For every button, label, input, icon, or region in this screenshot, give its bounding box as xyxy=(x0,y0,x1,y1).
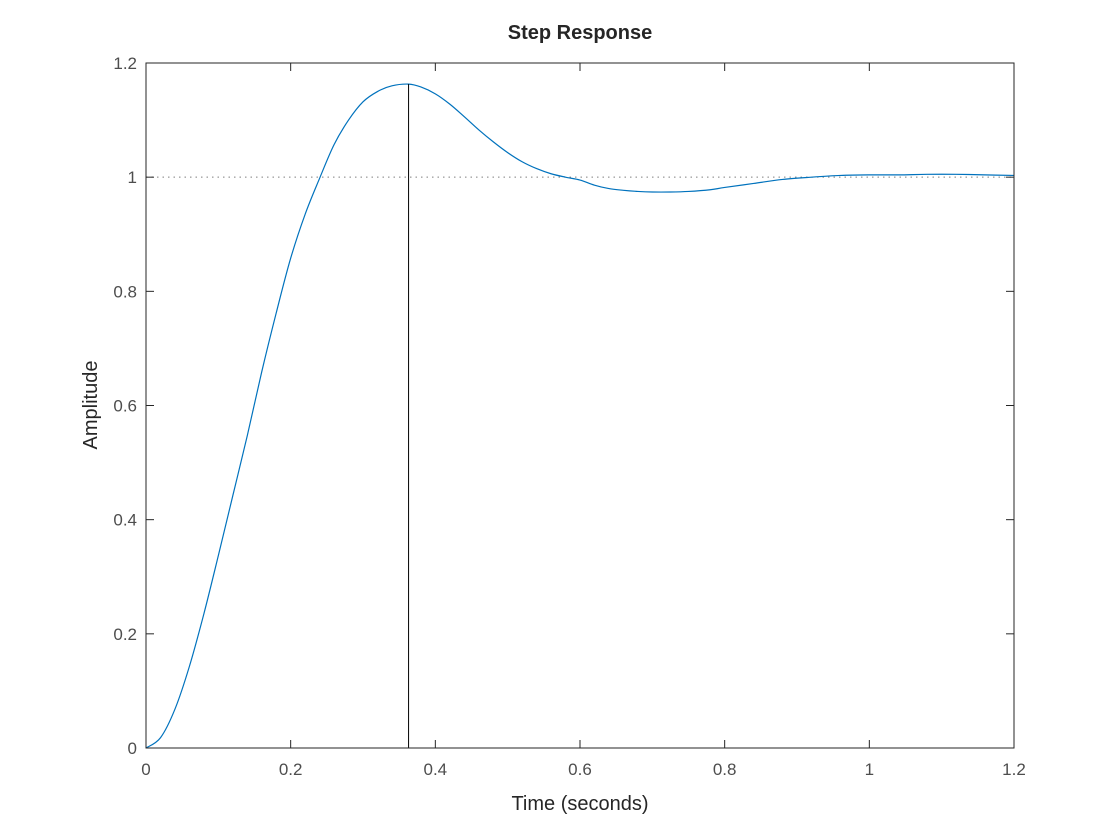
y-tick-label: 1.2 xyxy=(113,54,137,73)
y-tick-label: 0.4 xyxy=(113,511,137,530)
y-tick-label: 0.8 xyxy=(113,282,137,301)
y-tick-label: 0.6 xyxy=(113,397,137,416)
x-tick-label: 0.8 xyxy=(713,760,737,779)
x-tick-label: 0.6 xyxy=(568,760,592,779)
ticks-layer: 0 0.2 0.4 0.6 0.8 1 1.2 0 0.2 0.4 0.6 0.8 1 1.2 xyxy=(113,54,1025,779)
x-tick-label: 1.2 xyxy=(1002,760,1026,779)
y-tick-label: 0.2 xyxy=(113,625,137,644)
x-tick-label: 0 xyxy=(141,760,150,779)
x-tick-label: 1 xyxy=(865,760,874,779)
y-tick-label: 0 xyxy=(128,739,137,758)
chart-title: Step Response xyxy=(508,22,652,44)
x-tick-label: 0.2 xyxy=(279,760,303,779)
y-tick-label: 1 xyxy=(128,168,137,187)
y-axis-label: Amplitude xyxy=(80,361,102,450)
step-response-line[interactable] xyxy=(145,83,1015,749)
plot-area xyxy=(146,63,1014,748)
series-layer xyxy=(145,83,1015,749)
x-tick-label: 0.4 xyxy=(424,760,448,779)
x-axis-label: Time (seconds) xyxy=(511,793,648,815)
